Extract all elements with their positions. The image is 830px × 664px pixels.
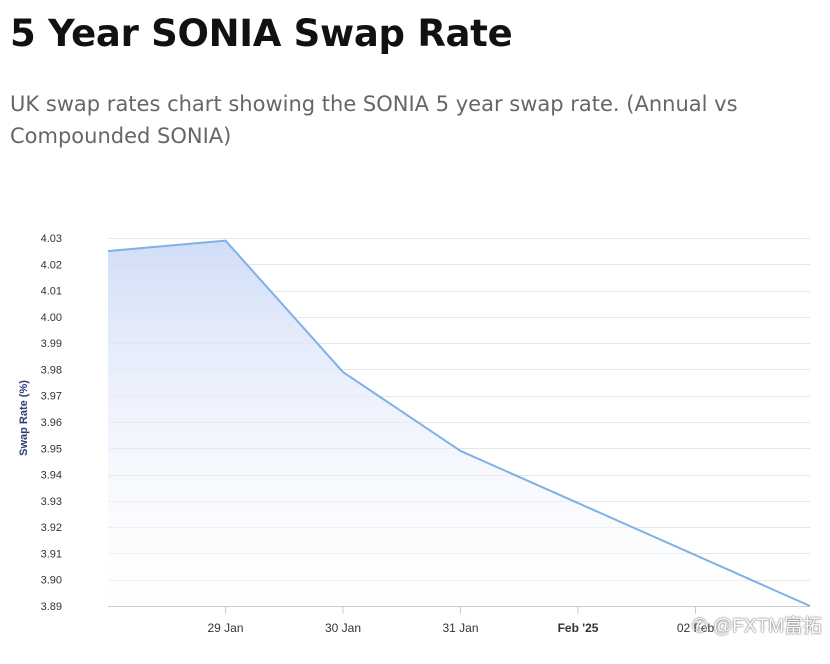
y-tick-label: 3.93 [41, 496, 62, 508]
watermark-text: @FXTM富拓 [713, 616, 822, 637]
y-tick-label: 3.98 [41, 364, 62, 376]
x-tick-label: 29 Jan [207, 621, 243, 635]
area-layer [108, 240, 810, 606]
x-tick-label: 30 Jan [325, 621, 361, 635]
x-tick-label: Feb '25 [558, 621, 599, 635]
y-tick-label: 3.90 [41, 575, 62, 587]
x-axis-ticks: 29 Jan 30 Jan 31 Jan Feb '25 02 Feb [207, 606, 715, 635]
line-layer [107, 239, 811, 607]
series-line [107, 239, 811, 607]
y-tick-label: 3.94 [41, 470, 62, 482]
chart-container: 4.03 4.02 4.01 4.00 3.99 3.98 3.97 3.96 3.95 3.94… [0, 220, 830, 664]
y-tick-label: 3.97 [41, 391, 62, 403]
y-tick-label: 3.96 [41, 417, 62, 429]
y-tick-label: 3.91 [41, 548, 62, 560]
y-tick-label: 3.99 [41, 338, 62, 350]
x-tick-label: 02 Feb [677, 621, 715, 635]
y-tick-label: 3.92 [41, 522, 62, 534]
y-tick-label: 4.01 [41, 286, 62, 298]
swap-rate-chart: 4.03 4.02 4.01 4.00 3.99 3.98 3.97 3.96 3.95 3.94… [18, 233, 811, 635]
x-tick-label: 31 Jan [442, 621, 478, 635]
y-tick-label: 4.02 [41, 259, 62, 271]
series-area [108, 240, 810, 606]
y-tick-label: 4.00 [41, 312, 62, 324]
watermark-logo-icon: ✆ [691, 616, 708, 637]
y-tick-label: 4.03 [41, 233, 62, 245]
y-tick-label: 3.95 [41, 443, 62, 455]
page-title: 5 Year SONIA Swap Rate [10, 12, 513, 55]
y-tick-label: 3.89 [41, 601, 62, 613]
page-subtitle: UK swap rates chart showing the SONIA 5 … [10, 92, 738, 148]
y-axis-title: Swap Rate (%) [18, 380, 30, 456]
watermark: ✆ @FXTM富拓 [692, 611, 822, 638]
y-axis-ticks: 4.03 4.02 4.01 4.00 3.99 3.98 3.97 3.96 3.95 3.94… [41, 233, 62, 613]
